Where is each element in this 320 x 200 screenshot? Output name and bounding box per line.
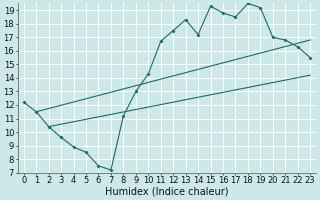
X-axis label: Humidex (Indice chaleur): Humidex (Indice chaleur): [105, 187, 229, 197]
